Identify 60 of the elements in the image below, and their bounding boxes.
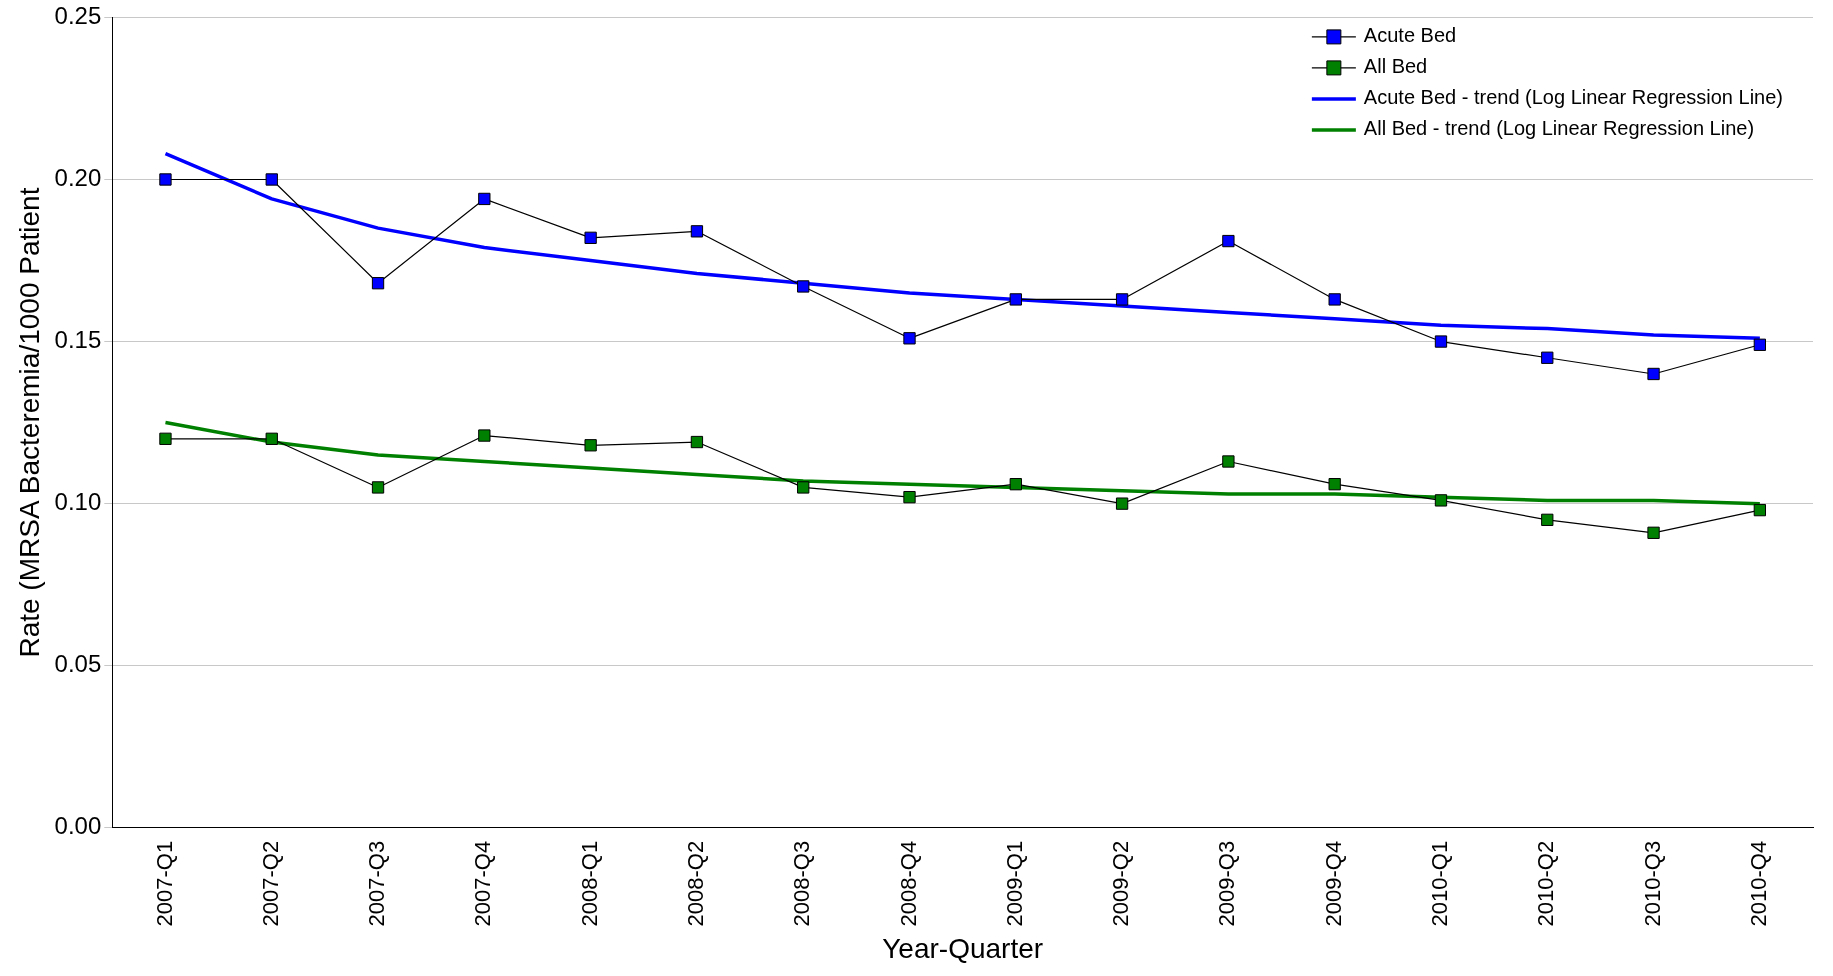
- point: [371, 481, 385, 494]
- point: [265, 432, 278, 445]
- point: [1328, 478, 1341, 491]
- y-tick-label: 0.15: [54, 326, 102, 354]
- point: [1222, 234, 1235, 248]
- point: [797, 481, 810, 494]
- y-tick-label: 0.00: [54, 812, 102, 840]
- y-tick-label: 0.25: [54, 2, 102, 30]
- point: [584, 439, 597, 452]
- x-tick-label: 2008-Q1: [576, 840, 602, 927]
- point: [1009, 478, 1022, 491]
- point: [584, 231, 597, 244]
- legend-label: Acute Bed: [1363, 24, 1457, 47]
- point: [1328, 293, 1341, 306]
- point: [1541, 351, 1554, 364]
- x-axis-title: Year-Quarter: [882, 932, 1044, 964]
- x-tick-label: 2010-Q3: [1639, 840, 1665, 927]
- point: [159, 432, 172, 445]
- x-tick-label: 2009-Q4: [1320, 840, 1346, 927]
- point: [159, 173, 172, 186]
- point: [1434, 335, 1448, 348]
- x-tick-label: 2010-Q4: [1745, 840, 1771, 927]
- point: [1222, 455, 1235, 468]
- point: [478, 429, 491, 442]
- point: [690, 435, 704, 449]
- point: [1647, 526, 1660, 539]
- x-tick-label: 2009-Q1: [1001, 840, 1027, 927]
- legend-label: Acute Bed - trend (Log Linear Regression Line): [1363, 86, 1784, 109]
- y-tick-label: 0.10: [54, 488, 102, 516]
- x-tick-label: 2007-Q3: [364, 840, 390, 927]
- legend-label: All Bed - trend (Log Linear Regression Line): [1363, 117, 1755, 140]
- y-tick-label: 0.20: [54, 164, 102, 192]
- x-tick-label: 2007-Q1: [151, 840, 177, 927]
- point: [1115, 293, 1129, 306]
- point: [1434, 494, 1448, 507]
- x-tick-label: 2009-Q2: [1108, 840, 1134, 927]
- x-tick-label: 2010-Q2: [1533, 840, 1559, 927]
- point: [1753, 503, 1767, 517]
- point: [478, 192, 491, 206]
- x-tick-label: 2008-Q2: [682, 840, 708, 927]
- x-tick-label: 2007-Q4: [470, 840, 496, 927]
- point: [1647, 367, 1660, 381]
- point: [797, 280, 810, 293]
- y-axis-title: Rate (MRSA Bacteremia/1000 Patient: [13, 187, 45, 658]
- point: [1115, 497, 1129, 510]
- point: [903, 490, 916, 504]
- point: [1541, 513, 1554, 526]
- point: [265, 173, 278, 186]
- x-tick-label: 2007-Q2: [257, 840, 283, 927]
- x-tick-label: 2008-Q4: [895, 840, 921, 927]
- x-tick-label: 2009-Q3: [1214, 840, 1240, 927]
- x-tick-label: 2008-Q3: [789, 840, 815, 927]
- point: [690, 225, 704, 238]
- legend-label: All Bed: [1363, 55, 1428, 78]
- point: [903, 332, 916, 345]
- point: [1009, 293, 1022, 306]
- x-tick-label: 2010-Q1: [1427, 840, 1453, 927]
- y-tick-label: 0.05: [54, 650, 102, 678]
- point: [1753, 338, 1767, 351]
- point: [371, 277, 385, 290]
